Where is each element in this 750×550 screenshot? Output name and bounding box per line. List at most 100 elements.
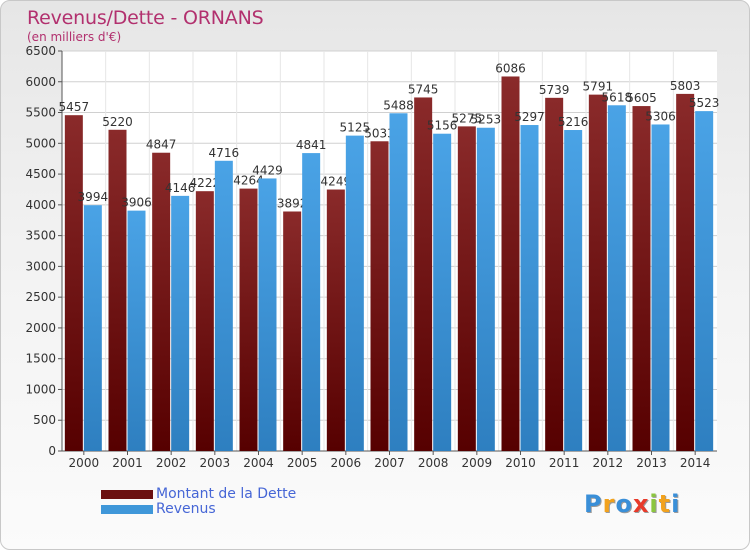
chart-title: Revenus/Dette - ORNANS — [27, 7, 264, 29]
data-label-revenus: 5523 — [689, 96, 720, 110]
proxiti-logo: Proxiti — [584, 490, 680, 518]
bar-dette — [414, 97, 433, 451]
y-tick-label: 4500 — [25, 167, 56, 181]
bar-dette — [326, 189, 345, 451]
data-label-dette: 5803 — [670, 79, 701, 93]
legend-swatch-dette — [101, 490, 153, 499]
bar-revenus — [651, 124, 670, 451]
logo-letter: i — [671, 490, 681, 518]
bar-dette — [152, 152, 171, 451]
data-label-dette: 5745 — [408, 82, 439, 96]
x-tick-label: 2007 — [374, 456, 405, 470]
bar-revenus — [302, 153, 321, 452]
bar-dette — [545, 97, 564, 451]
x-tick-label: 2011 — [549, 456, 580, 470]
legend-label-dette: Montant de la Dette — [156, 486, 297, 502]
data-label-revenus: 4716 — [209, 146, 240, 160]
bar-dette — [370, 141, 389, 451]
data-label-dette: 4264 — [233, 174, 264, 188]
data-label-dette: 5033 — [364, 126, 395, 140]
bar-revenus — [695, 111, 714, 451]
data-label-dette: 5220 — [102, 115, 133, 129]
x-tick-label: 2004 — [243, 456, 274, 470]
chart-subtitle: (en milliers d'€) — [27, 30, 122, 44]
y-tick-label: 3000 — [25, 259, 56, 273]
legend-label-revenus: Revenus — [156, 501, 216, 517]
data-label-revenus: 5306 — [645, 109, 676, 123]
bar-revenus — [389, 113, 408, 452]
x-tick-label: 2010 — [505, 456, 536, 470]
bar-dette — [64, 115, 83, 451]
bar-dette — [195, 191, 214, 451]
bar-revenus — [607, 105, 626, 452]
bar-dette — [588, 94, 607, 451]
data-label-dette: 4222 — [190, 176, 221, 190]
data-label-revenus: 3994 — [78, 190, 109, 204]
bar-dette — [283, 211, 302, 451]
y-tick-label: 1500 — [25, 352, 56, 366]
data-label-revenus: 5488 — [383, 98, 414, 112]
x-tick-label: 2008 — [418, 456, 449, 470]
logo-letter: i — [649, 490, 659, 518]
x-tick-label: 2009 — [462, 456, 493, 470]
bar-dette — [501, 76, 520, 451]
y-tick-label: 5500 — [25, 106, 56, 120]
data-label-revenus: 5216 — [558, 115, 589, 129]
y-tick-label: 4000 — [25, 198, 56, 212]
data-label-revenus: 5125 — [340, 121, 371, 135]
x-tick-label: 2012 — [593, 456, 624, 470]
bar-revenus — [476, 127, 495, 451]
x-tick-label: 2014 — [680, 456, 711, 470]
bar-revenus — [214, 160, 233, 452]
y-tick-label: 3500 — [25, 229, 56, 243]
legend-swatch-revenus — [101, 505, 153, 514]
bar-dette — [108, 129, 127, 451]
bar-dette — [457, 126, 476, 451]
data-label-dette: 4249 — [321, 175, 352, 189]
x-tick-label: 2003 — [200, 456, 231, 470]
logo-letter: P — [584, 490, 603, 518]
bar-revenus — [520, 125, 539, 452]
y-tick-label: 5000 — [25, 136, 56, 150]
y-tick-label: 6000 — [25, 75, 56, 89]
x-tick-label: 2001 — [112, 456, 143, 470]
logo-letter: x — [632, 490, 650, 518]
logo-letter: o — [615, 490, 633, 518]
data-label-revenus: 3906 — [121, 196, 152, 210]
x-tick-label: 2005 — [287, 456, 318, 470]
y-tick-label: 6500 — [25, 44, 56, 58]
data-label-dette: 4847 — [146, 138, 177, 152]
data-label-dette: 6086 — [495, 61, 526, 75]
bar-revenus — [171, 195, 190, 451]
bar-revenus — [83, 205, 102, 451]
data-label-revenus: 5156 — [427, 119, 458, 133]
x-tick-label: 2000 — [69, 456, 100, 470]
data-label-dette: 5457 — [59, 100, 90, 114]
data-label-revenus: 4841 — [296, 138, 327, 152]
x-tick-label: 2002 — [156, 456, 187, 470]
y-tick-label: 0 — [48, 444, 56, 458]
bar-revenus — [127, 210, 146, 451]
y-tick-label: 2500 — [25, 290, 56, 304]
data-label-dette: 5791 — [583, 80, 614, 94]
data-label-revenus: 5297 — [514, 110, 545, 124]
bar-revenus — [564, 130, 583, 451]
y-tick-label: 500 — [33, 413, 56, 427]
data-label-dette: 5275 — [452, 111, 483, 125]
data-label-dette: 5605 — [626, 91, 657, 105]
bar-revenus — [258, 178, 277, 451]
bar-dette — [632, 106, 651, 452]
data-label-revenus: 4146 — [165, 181, 196, 195]
data-label-revenus: 5618 — [602, 90, 633, 104]
data-label-dette: 3892 — [277, 196, 308, 210]
y-tick-label: 2000 — [25, 321, 56, 335]
x-tick-label: 2013 — [636, 456, 667, 470]
logo-letter: t — [658, 490, 672, 518]
data-label-dette: 5739 — [539, 83, 570, 97]
bar-dette — [676, 93, 695, 452]
data-label-revenus: 4429 — [252, 163, 283, 177]
x-tick-label: 2006 — [331, 456, 362, 470]
logo-letter: r — [602, 490, 616, 518]
